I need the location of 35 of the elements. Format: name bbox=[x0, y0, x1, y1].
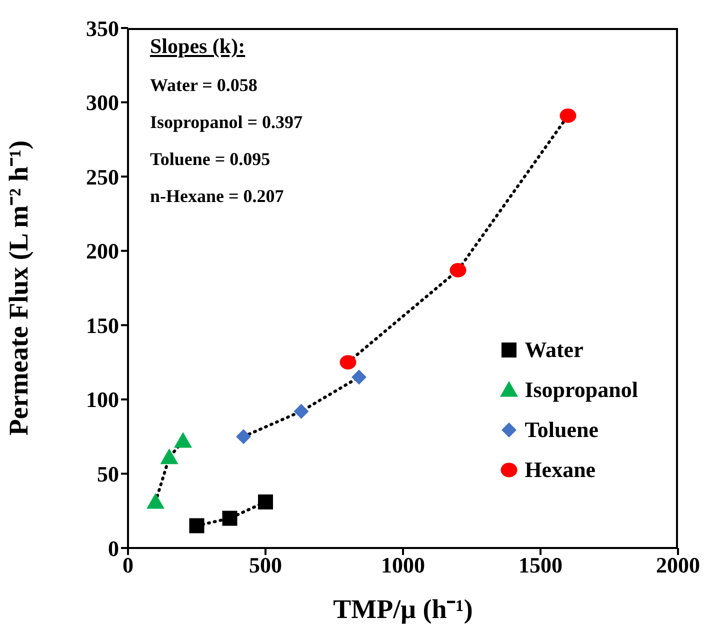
point bbox=[450, 262, 466, 278]
point bbox=[294, 404, 309, 419]
legend-label: Isopropanol bbox=[524, 376, 638, 404]
annotation: n-Hexane = 0.207 bbox=[150, 186, 285, 207]
legend-label: Toluene bbox=[524, 416, 598, 444]
point bbox=[146, 492, 164, 509]
y-tick-label: 350 bbox=[86, 16, 119, 41]
point bbox=[174, 432, 192, 448]
y-tick-label: 250 bbox=[86, 164, 119, 190]
annotation: Water = 0.058 bbox=[150, 75, 258, 96]
y-tick-label: 300 bbox=[86, 90, 119, 116]
point bbox=[222, 510, 238, 526]
annotation: Toluene = 0.095 bbox=[150, 149, 272, 170]
annotation: Slopes (k): bbox=[150, 34, 246, 59]
point bbox=[560, 108, 576, 123]
y-tick-label: 100 bbox=[86, 387, 119, 412]
x-tick-label: 2000 bbox=[656, 552, 700, 578]
legend-label: Hexane bbox=[524, 456, 596, 484]
y-tick-label: 0 bbox=[108, 536, 119, 561]
y-tick-label: 50 bbox=[97, 462, 119, 487]
y-tick-label: 150 bbox=[86, 312, 119, 338]
annotation: Isopropanol = 0.397 bbox=[150, 112, 302, 133]
y-tick-label: 200 bbox=[86, 238, 119, 264]
point bbox=[258, 494, 273, 510]
x-tick-label: 500 bbox=[249, 552, 282, 578]
x-axis-title: TMP/μ (h⁻¹) bbox=[333, 594, 473, 624]
point bbox=[160, 448, 178, 464]
x-tick-label: 1000 bbox=[381, 552, 425, 578]
point bbox=[189, 518, 204, 534]
legend-label: Water bbox=[524, 336, 584, 364]
x-tick-label: 1500 bbox=[518, 552, 562, 578]
point bbox=[236, 429, 251, 444]
point bbox=[352, 370, 366, 385]
y-axis-title: Permeate Flux (L m⁻² h⁻¹) bbox=[4, 140, 34, 436]
point bbox=[340, 355, 356, 370]
